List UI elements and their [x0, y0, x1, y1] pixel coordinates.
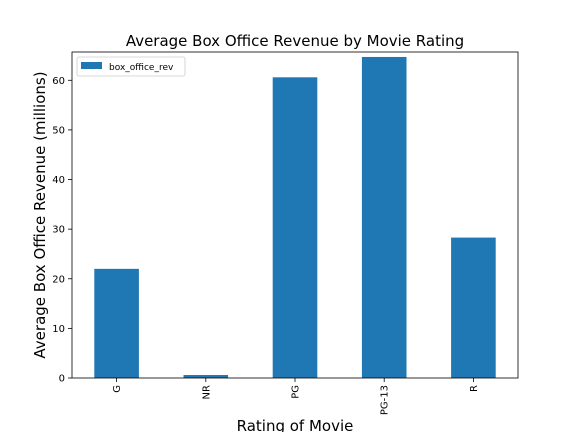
y-tick-label: 60	[52, 76, 65, 87]
bar-pg	[272, 77, 318, 378]
legend: box_office_rev	[76, 56, 186, 77]
x-tick-label: G	[112, 385, 123, 393]
bar-pg-13	[361, 56, 407, 379]
x-tick-label: PG-13	[380, 385, 391, 415]
bar-g	[94, 268, 139, 378]
bar-nr	[183, 375, 229, 378]
legend-swatch	[81, 62, 102, 69]
y-tick-label: 10	[52, 324, 65, 335]
y-axis-label: Average Box Office Revenue (millions)	[31, 71, 49, 358]
y-tick-label: 20	[52, 274, 65, 285]
x-axis: G NR PG PG-13 R	[112, 378, 480, 415]
x-tick-label: PG	[291, 385, 302, 399]
y-tick-label: 0	[59, 374, 65, 385]
x-axis-label: Rating of Movie	[237, 417, 354, 432]
y-tick-label: 40	[52, 175, 65, 186]
x-tick-label: R	[469, 385, 480, 392]
y-tick-label: 30	[52, 225, 65, 236]
chart-title: Average Box Office Revenue by Movie Rati…	[126, 32, 464, 50]
y-axis: 0 10 20 30 40 50 60	[52, 76, 72, 385]
x-tick-label: NR	[201, 385, 212, 399]
legend-box	[76, 56, 186, 77]
y-tick-label: 50	[52, 125, 65, 136]
bars-group	[94, 56, 496, 379]
plot-frame	[71, 51, 519, 379]
legend-label: box_office_rev	[109, 63, 174, 73]
bar-r	[451, 237, 496, 378]
